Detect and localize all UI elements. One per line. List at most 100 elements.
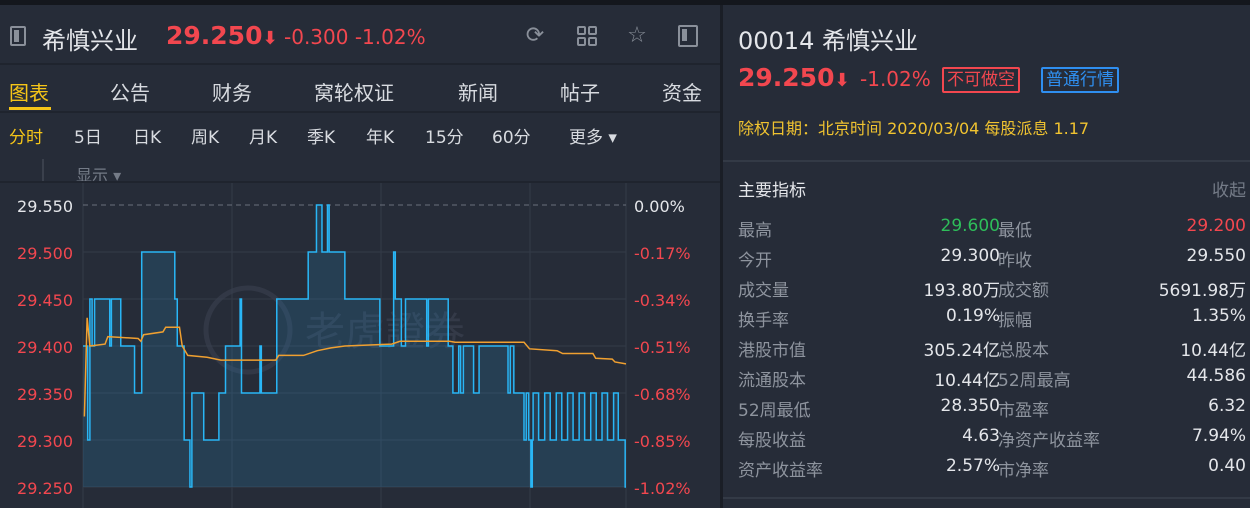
dividend-info: 除权日期：北京时间 2020/03/04 每股派息 1.17 bbox=[738, 119, 1090, 138]
subtab-daily-k[interactable]: 日K bbox=[133, 128, 162, 148]
y-tick-label: 29.400 bbox=[17, 338, 73, 357]
metric-value: 305.24亿 bbox=[923, 341, 1000, 361]
tab-chart[interactable]: 图表 bbox=[9, 81, 49, 105]
y-tick-label: 29.350 bbox=[17, 385, 73, 404]
metric-value: 193.80万 bbox=[923, 281, 1000, 301]
refresh-icon[interactable]: ⟳ bbox=[525, 23, 545, 48]
grid-icon[interactable] bbox=[574, 23, 600, 49]
metric-label: 52周最高 bbox=[998, 371, 1071, 391]
main-tabs: 图表 公告 财务 窝轮权证 新闻 帖子 资金 bbox=[0, 67, 720, 113]
collapse-button[interactable]: 收起 bbox=[1212, 181, 1246, 201]
price-line bbox=[83, 204, 626, 488]
metric-label: 52周最低 bbox=[738, 401, 811, 421]
metric-value: 29.200 bbox=[1186, 216, 1246, 236]
divider bbox=[723, 497, 1250, 499]
metric-label: 最高 bbox=[738, 221, 772, 241]
tab-news[interactable]: 新闻 bbox=[458, 81, 498, 105]
metric-row: 成交量 193.80万 成交额 5691.98万 bbox=[738, 276, 1246, 306]
down-arrow-icon: ⬇ bbox=[834, 70, 850, 91]
metric-value: 2.57% bbox=[945, 456, 1000, 476]
quote-change-pct: -1.02% bbox=[860, 67, 931, 91]
star-icon[interactable]: ☆ bbox=[627, 23, 647, 48]
metric-row: 流通股本 10.44亿 52周最高 44.586 bbox=[738, 366, 1246, 396]
metric-value: 29.300 bbox=[940, 246, 1000, 266]
metric-value: 0.40 bbox=[1208, 456, 1246, 476]
metric-row: 港股市值 305.24亿 总股本 10.44亿 bbox=[738, 336, 1246, 366]
y-tick-label: 29.500 bbox=[17, 244, 73, 263]
active-tab-underline bbox=[9, 107, 51, 110]
display-dropdown[interactable]: 显示 ▾ bbox=[76, 166, 122, 185]
metric-value: 10.44亿 bbox=[1180, 341, 1246, 361]
chart-panel: 希慎兴业 29.250⬇ -0.300 -1.02% ⟳ ☆ 图表 公告 财务 … bbox=[0, 5, 720, 508]
metric-row: 最高 29.600 最低 29.200 bbox=[738, 216, 1246, 246]
subtab-60min[interactable]: 60分 bbox=[492, 128, 531, 148]
divider bbox=[723, 160, 1250, 162]
subtab-monthly-k[interactable]: 月K bbox=[249, 128, 278, 148]
price-change: -0.300 -1.02% bbox=[284, 25, 426, 49]
pct-tick-label: -1.02% bbox=[634, 479, 691, 498]
watermark-logo bbox=[203, 285, 293, 375]
pct-tick-label: -0.68% bbox=[634, 385, 691, 404]
tab-announcements[interactable]: 公告 bbox=[110, 81, 150, 105]
tab-capital[interactable]: 资金 bbox=[662, 81, 702, 105]
intraday-chart[interactable]: 29.550 0.00% 29.500 -0.17% 29.450 -0.34% 29.40… bbox=[0, 0, 720, 508]
subtab-yearly-k[interactable]: 年K bbox=[366, 128, 395, 148]
quote-panel: 00014 希慎兴业 29.250⬇ -1.02% 不可做空 普通行情 除权日期… bbox=[723, 5, 1250, 508]
subtab-quarterly-k[interactable]: 季K bbox=[307, 128, 336, 148]
divider bbox=[42, 159, 44, 183]
pct-tick-label: -0.17% bbox=[634, 244, 691, 263]
panel-toggle-icon[interactable] bbox=[678, 25, 698, 47]
subtab-15min[interactable]: 15分 bbox=[425, 128, 464, 148]
metric-value: 10.44亿 bbox=[934, 371, 1000, 391]
subtab-more-dropdown[interactable]: 更多 ▾ bbox=[569, 128, 617, 148]
stock-code-name: 00014 希慎兴业 bbox=[738, 27, 918, 55]
metric-label: 资产收益率 bbox=[738, 461, 823, 481]
metric-label: 市净率 bbox=[998, 461, 1049, 481]
pct-tick-label: 0.00% bbox=[634, 197, 685, 216]
tab-posts[interactable]: 帖子 bbox=[560, 81, 600, 105]
metric-value: 28.350 bbox=[940, 396, 1000, 416]
pct-tick-label: -0.51% bbox=[634, 338, 691, 357]
stock-name: 希慎兴业 bbox=[42, 27, 138, 55]
stock-header: 希慎兴业 29.250⬇ -0.300 -1.02% ⟳ ☆ bbox=[0, 5, 720, 65]
metric-label: 每股收益 bbox=[738, 431, 806, 451]
subtab-5day[interactable]: 5日 bbox=[74, 128, 102, 148]
section-title: 主要指标 bbox=[738, 181, 806, 201]
metric-label: 昨收 bbox=[998, 251, 1032, 271]
y-tick-label: 29.550 bbox=[17, 197, 73, 216]
metric-label: 今开 bbox=[738, 251, 772, 271]
panel-divider bbox=[720, 5, 723, 508]
down-arrow-icon: ⬇ bbox=[262, 28, 278, 49]
metric-value: 4.63 bbox=[962, 426, 1000, 446]
metric-value: 7.94% bbox=[1191, 426, 1246, 446]
subtab-intraday[interactable]: 分时 bbox=[9, 128, 43, 148]
metric-value: 44.586 bbox=[1186, 366, 1246, 386]
window-top-border bbox=[0, 0, 1250, 5]
y-tick-label: 29.450 bbox=[17, 291, 73, 310]
tab-warrants[interactable]: 窝轮权证 bbox=[314, 81, 394, 105]
no-short-badge: 不可做空 bbox=[942, 67, 1020, 93]
y-tick-label: 29.250 bbox=[17, 479, 73, 498]
metric-value: 6.32 bbox=[1208, 396, 1246, 416]
quote-price-value: 29.250 bbox=[738, 63, 835, 92]
price-value: 29.250 bbox=[166, 21, 263, 50]
metric-row: 今开 29.300 昨收 29.550 bbox=[738, 246, 1246, 276]
metric-value: 1.35% bbox=[1191, 306, 1246, 326]
metric-label: 流通股本 bbox=[738, 371, 806, 391]
metric-label: 市盈率 bbox=[998, 401, 1049, 421]
metric-label: 港股市值 bbox=[738, 341, 806, 361]
quote-level-badge[interactable]: 普通行情 bbox=[1041, 67, 1119, 93]
metric-row: 52周最低 28.350 市盈率 6.32 bbox=[738, 396, 1246, 426]
stock-price: 29.250⬇ bbox=[166, 21, 278, 50]
metric-label: 成交量 bbox=[738, 281, 789, 301]
tab-financials[interactable]: 财务 bbox=[212, 81, 252, 105]
metric-label: 最低 bbox=[998, 221, 1032, 241]
metric-label: 总股本 bbox=[998, 341, 1049, 361]
subtab-weekly-k[interactable]: 周K bbox=[191, 128, 220, 148]
metric-row: 换手率 0.19% 振幅 1.35% bbox=[738, 306, 1246, 336]
metric-label: 成交额 bbox=[998, 281, 1049, 301]
y-tick-label: 29.300 bbox=[17, 432, 73, 451]
metric-value: 0.19% bbox=[945, 306, 1000, 326]
metric-value: 5691.98万 bbox=[1158, 281, 1246, 301]
sidebar-toggle-icon[interactable] bbox=[10, 26, 26, 46]
